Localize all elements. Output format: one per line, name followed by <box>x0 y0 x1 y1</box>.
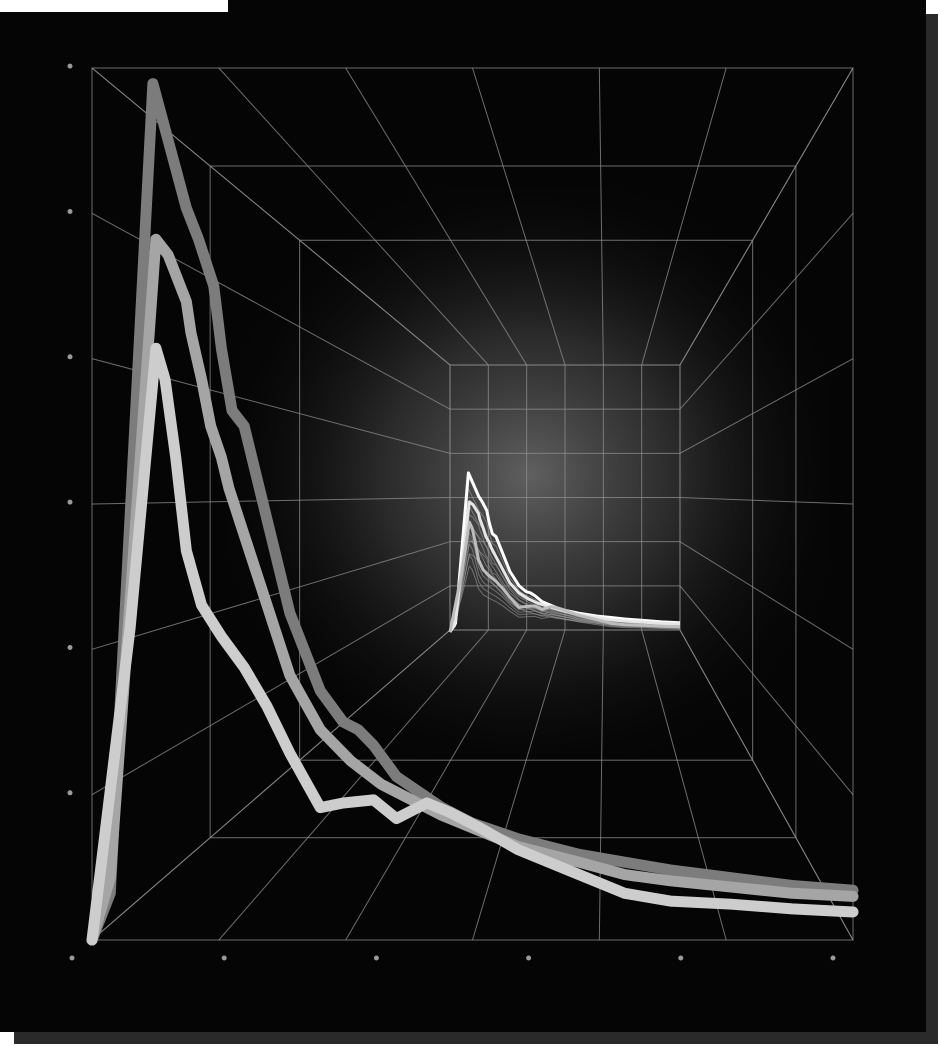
ceiling-line <box>345 67 528 366</box>
inset-series-line <box>448 471 681 633</box>
x-tick-mark <box>526 955 532 961</box>
inset-faint-line <box>449 553 681 633</box>
series-line <box>86 233 859 946</box>
series-line <box>86 78 859 946</box>
top-notch <box>0 0 228 12</box>
left-wall-line <box>91 585 451 796</box>
inset-series-line <box>448 500 681 633</box>
left-wall-line <box>91 629 451 941</box>
left-wall-line <box>91 497 451 505</box>
series-line <box>86 342 859 946</box>
y-tick-mark <box>67 354 73 360</box>
series-lines <box>86 78 859 946</box>
room-grid <box>91 67 854 941</box>
inset-series-line <box>448 520 681 633</box>
right-wall-line <box>679 541 854 650</box>
x-tick-mark <box>830 955 836 961</box>
left-wall-line <box>91 541 451 650</box>
ceiling-line <box>598 67 604 366</box>
right-wall-line <box>679 213 854 410</box>
ceiling-line <box>218 67 489 366</box>
floor-line <box>345 629 528 941</box>
x-tick-mark <box>678 955 684 961</box>
y-tick-mark <box>67 208 73 214</box>
right-wall-line <box>679 358 854 454</box>
floor-line <box>472 629 566 941</box>
right-wall-line <box>679 497 854 505</box>
right-wall-line <box>679 585 854 795</box>
y-tick-mark <box>67 644 73 650</box>
x-tick-mark <box>373 955 379 961</box>
room-glow <box>230 190 830 760</box>
y-tick-mark <box>67 499 73 505</box>
x-tick-mark <box>69 955 75 961</box>
y-tick-mark <box>67 63 73 69</box>
ceiling-line <box>641 67 727 366</box>
x-tick-mark <box>221 955 227 961</box>
inset-mini-chart <box>448 471 681 633</box>
ceiling-line <box>679 67 854 366</box>
ceiling-line <box>472 67 566 366</box>
inset-faint-line <box>449 564 681 633</box>
y-tick-mark <box>67 790 73 796</box>
axis-ticks <box>67 63 836 961</box>
floor-line <box>218 629 489 941</box>
